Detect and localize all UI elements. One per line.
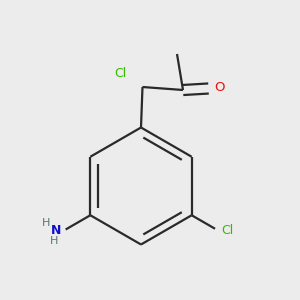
Text: Cl: Cl <box>114 67 126 80</box>
Text: O: O <box>215 81 225 94</box>
Text: Cl: Cl <box>221 224 234 237</box>
Text: H: H <box>50 236 59 247</box>
Text: N: N <box>51 224 61 238</box>
Text: H: H <box>42 218 51 229</box>
